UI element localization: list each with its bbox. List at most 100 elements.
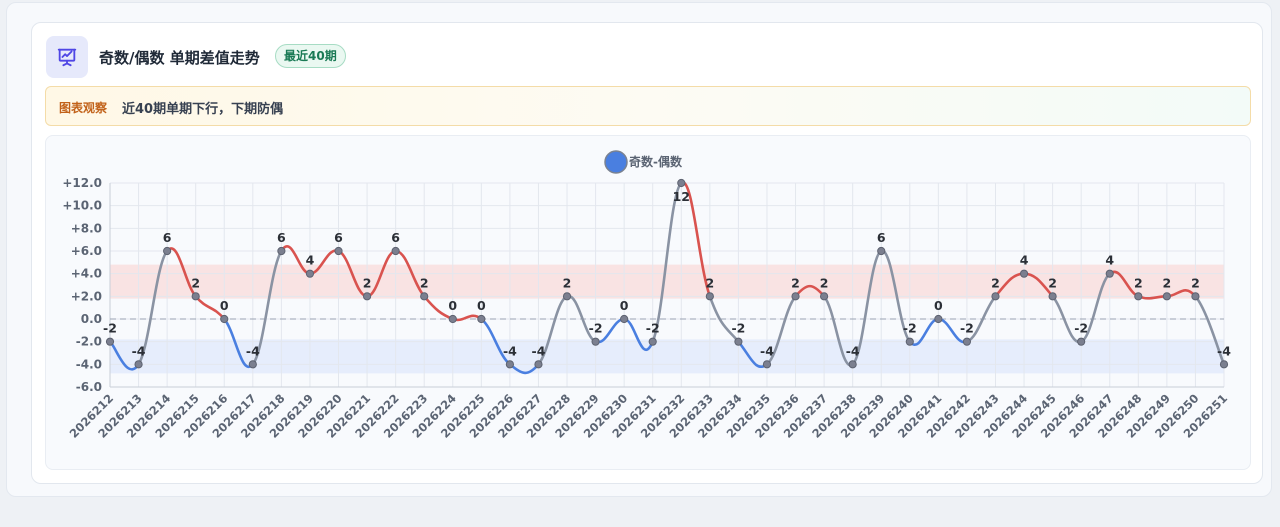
data-point — [1134, 292, 1143, 301]
data-point — [277, 246, 286, 256]
data-point — [420, 292, 429, 301]
data-label: 2 — [1191, 275, 1200, 290]
series-line-segment — [251, 249, 283, 366]
data-point — [877, 246, 886, 256]
data-label: 6 — [277, 230, 286, 245]
data-point — [1191, 292, 1200, 301]
data-label: 2 — [991, 275, 1000, 290]
data-point — [1162, 292, 1171, 301]
y-tick-label: +4.0 — [71, 267, 102, 281]
legend-label: 奇数-偶数 — [629, 154, 683, 169]
data-point — [1105, 269, 1114, 278]
data-label: -2 — [103, 321, 117, 336]
data-label: -2 — [589, 321, 603, 336]
series-line-segment — [1194, 295, 1226, 366]
data-label: 0 — [934, 298, 943, 313]
data-point — [905, 337, 914, 346]
data-label: -4 — [532, 343, 546, 358]
data-point — [191, 292, 200, 301]
series-line-segment — [1079, 272, 1112, 343]
data-label: 0 — [448, 298, 457, 313]
data-point — [134, 360, 143, 369]
observation-label: 图表观察 — [59, 101, 108, 115]
data-point — [1019, 269, 1029, 278]
data-point — [820, 292, 829, 301]
data-label: 2 — [705, 275, 714, 290]
data-point — [734, 337, 743, 346]
data-point — [934, 314, 943, 324]
series-line-segment — [765, 295, 797, 366]
data-point — [762, 360, 772, 369]
data-label: -2 — [646, 321, 660, 336]
data-point — [962, 337, 972, 346]
data-point — [591, 337, 600, 346]
line-chart: +12.0 +10.0 +8.0 +6.0 +4.0 +2.0 0.0 -2.0 -4.0 -6.… — [62, 150, 1231, 441]
data-label: 6 — [163, 230, 172, 245]
data-label: 4 — [1020, 253, 1029, 268]
data-point — [448, 314, 457, 324]
data-point — [677, 178, 686, 188]
data-point — [163, 246, 172, 256]
range-band-1 — [110, 339, 1224, 374]
data-label: -4 — [846, 343, 860, 358]
series-line-segment — [851, 249, 883, 366]
period-badge: 最近40期 — [275, 44, 346, 68]
y-tick-label: -4.0 — [76, 357, 102, 371]
y-tick-label: +8.0 — [71, 221, 102, 235]
data-label: 0 — [220, 298, 229, 313]
data-label: 0 — [620, 298, 629, 313]
legend-marker — [604, 150, 628, 174]
data-label: 2 — [563, 275, 572, 290]
data-point — [105, 337, 115, 346]
data-point — [334, 246, 343, 256]
data-label: 6 — [334, 230, 343, 245]
y-tick-label: -2.0 — [76, 335, 102, 349]
page-panel: 奇数/偶数 单期差值走势 最近40期 图表观察 近40期单期下行，下期防偶 +1… — [6, 2, 1272, 497]
y-tick-label: 0.0 — [81, 312, 102, 326]
data-point — [362, 292, 372, 301]
series-line-segment — [651, 181, 683, 343]
data-point — [220, 314, 229, 324]
data-label: -2 — [960, 321, 974, 336]
data-label: -4 — [246, 343, 260, 358]
data-label: -4 — [132, 343, 146, 358]
observation-banner: 图表观察 近40期单期下行，下期防偶 — [45, 86, 1251, 126]
data-label: -4 — [760, 343, 774, 358]
data-label: 0 — [477, 298, 486, 313]
data-label: 12 — [673, 189, 690, 204]
data-label: -4 — [1217, 343, 1231, 358]
data-point — [248, 360, 257, 369]
data-point — [391, 246, 400, 256]
data-label: 4 — [306, 253, 315, 268]
data-point — [620, 314, 629, 324]
data-point — [1219, 360, 1229, 369]
data-point — [534, 360, 543, 369]
y-tick-label: +2.0 — [71, 289, 102, 303]
chart-title: 奇数/偶数 单期差值走势 — [99, 49, 260, 67]
y-tick-label: -6.0 — [76, 380, 102, 394]
chart-area: +12.0 +10.0 +8.0 +6.0 +4.0 +2.0 0.0 -2.0 -4.0 -6.… — [45, 135, 1251, 470]
data-point — [705, 292, 714, 301]
data-point — [305, 269, 315, 278]
data-label: 2 — [1048, 275, 1057, 290]
data-point — [505, 360, 514, 369]
data-label: 6 — [391, 230, 400, 245]
data-point — [1077, 337, 1086, 346]
data-point — [648, 337, 657, 346]
data-point — [562, 292, 572, 301]
data-label: -4 — [503, 343, 517, 358]
series-line-segment — [137, 249, 169, 366]
observation-text: 近40期单期下行，下期防偶 — [122, 102, 284, 117]
data-label: 4 — [1105, 253, 1114, 268]
chart-card: 奇数/偶数 单期差值走势 最近40期 图表观察 近40期单期下行，下期防偶 +1… — [31, 22, 1263, 484]
data-label: -2 — [731, 321, 745, 336]
data-point — [848, 360, 857, 369]
data-point — [791, 292, 800, 301]
data-label: -2 — [1074, 321, 1088, 336]
data-label: 2 — [420, 275, 429, 290]
y-tick-label: +10.0 — [62, 199, 102, 213]
data-label: 2 — [191, 275, 200, 290]
data-point — [1048, 292, 1057, 301]
data-point — [477, 314, 486, 324]
data-label: 2 — [791, 275, 800, 290]
